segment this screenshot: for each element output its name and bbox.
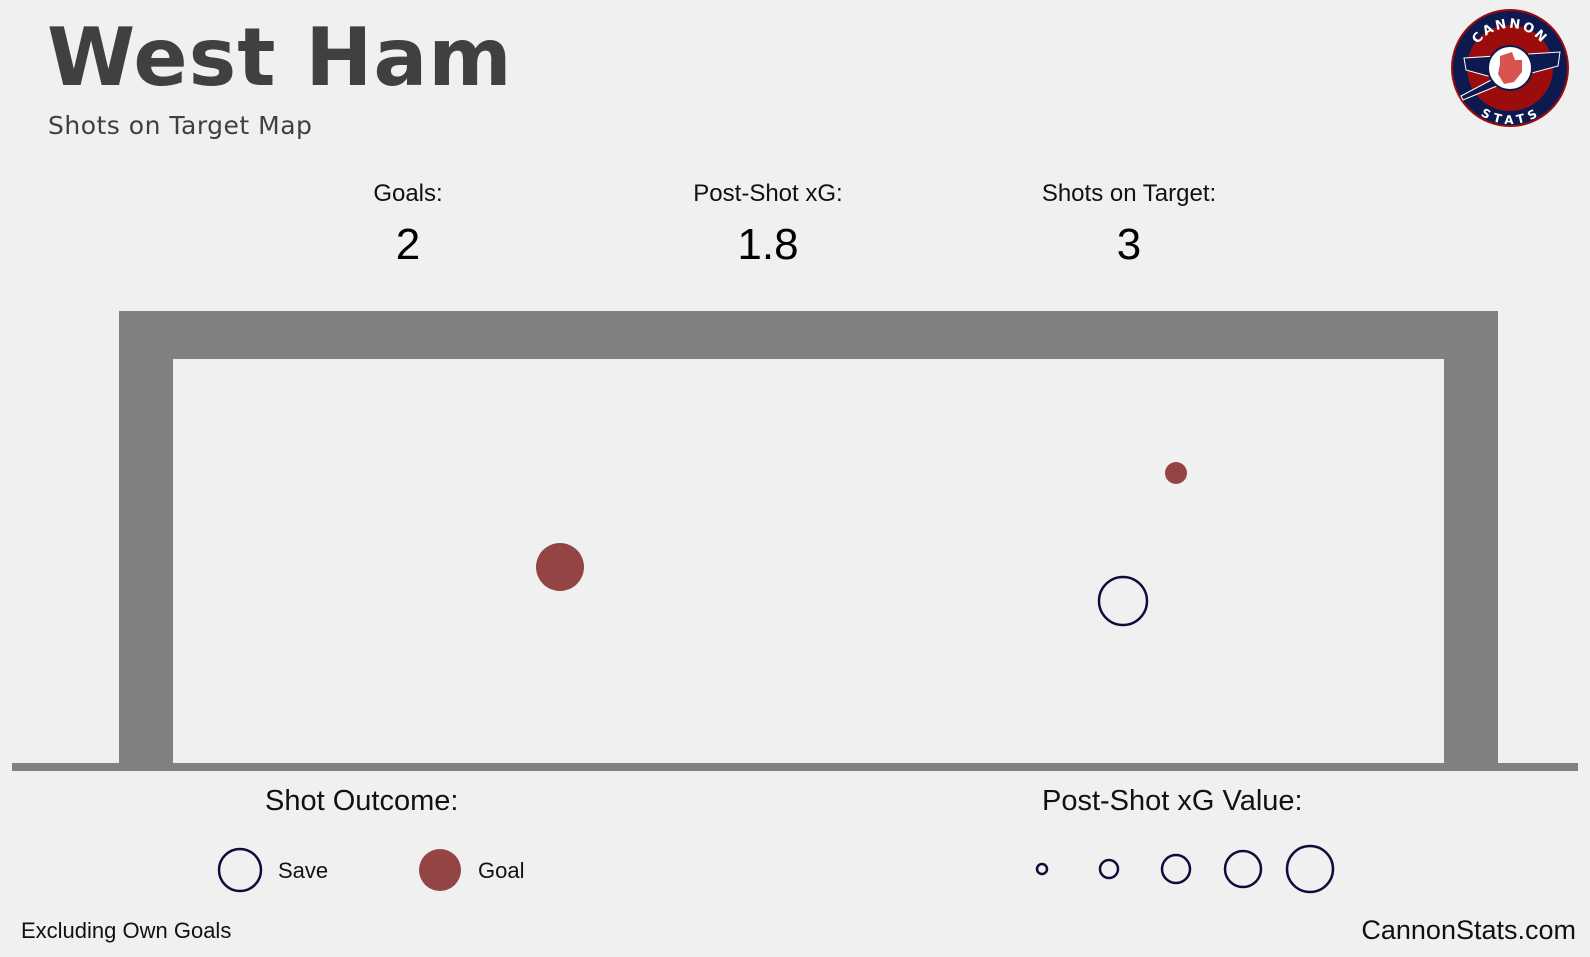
left-post (119, 311, 173, 766)
goal-frame (12, 311, 1578, 771)
site-credit: CannonStats.com (1361, 915, 1576, 945)
outcome-legend (217, 847, 461, 893)
save-legend-icon (217, 847, 263, 893)
stat-goals-value: 2 (395, 220, 421, 269)
cannonstats-logo: CANNON STATS (1451, 9, 1569, 127)
xg-size-icon (1098, 858, 1120, 880)
goal-legend-label: Goal (478, 858, 525, 883)
xg-size-icon (1035, 862, 1049, 876)
xg-legend-title: Post-Shot xG Value: (1042, 785, 1303, 817)
stat-sot-value: 3 (1116, 220, 1142, 269)
footnote: Excluding Own Goals (21, 918, 232, 943)
stat-sot-label: Shots on Target: (1041, 180, 1217, 207)
shots (536, 462, 1187, 627)
shot-goal-marker[interactable] (536, 543, 584, 591)
xg-size-legend (1035, 844, 1335, 894)
right-post (1444, 311, 1498, 766)
logo-bottom-text: STATS (1479, 106, 1541, 127)
team-title: West Ham (47, 11, 513, 104)
stat-shots-on-target: Shots on Target: 3 (979, 180, 1279, 270)
shot-save-marker[interactable] (1097, 575, 1149, 627)
save-legend-label: Save (278, 858, 329, 883)
goal-legend-icon (419, 849, 461, 891)
stat-goals: Goals: 2 (258, 180, 558, 270)
stat-psxg-label: Post-Shot xG: (693, 180, 843, 207)
stat-psxg: Post-Shot xG: 1.8 (618, 180, 918, 270)
stat-psxg-value: 1.8 (737, 220, 799, 269)
shot-outcome-legend-title: Shot Outcome: (265, 785, 459, 817)
chart-subtitle: Shots on Target Map (48, 111, 313, 140)
ground-line (12, 763, 1578, 771)
xg-size-icon (1160, 853, 1192, 885)
xg-size-icon (1223, 849, 1263, 889)
stat-goals-label: Goals: (373, 180, 443, 207)
xg-size-icon (1285, 844, 1335, 894)
crossbar (119, 311, 1498, 359)
shot-goal-marker[interactable] (1165, 462, 1187, 484)
